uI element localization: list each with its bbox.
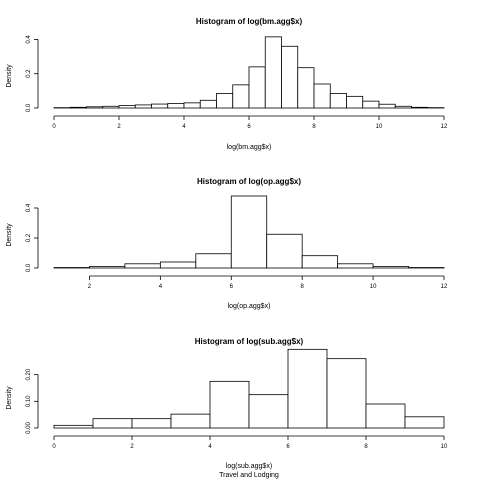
y-tick-label: 0.00 <box>26 422 32 434</box>
x-axis-label: log(bm.agg$x) <box>227 144 272 151</box>
y-tick-label: 0.0 <box>26 103 32 112</box>
histogram-bar <box>248 394 289 429</box>
histogram-bar <box>124 263 161 269</box>
histogram-bar <box>216 93 234 109</box>
histogram-bar <box>183 102 201 109</box>
histogram-bar <box>167 103 185 109</box>
figure-caption: Travel and Lodging <box>219 472 279 479</box>
histogram-bar <box>326 358 367 429</box>
x-tick-label: 10 <box>441 444 448 450</box>
x-tick-label: 4 <box>182 124 186 130</box>
histogram-bar <box>53 424 94 429</box>
x-tick-label: 6 <box>230 284 234 290</box>
histogram-bar <box>102 105 120 109</box>
x-axis: 0 2 4 6 8 10 12 <box>52 115 448 130</box>
histogram-bar <box>209 380 250 429</box>
histogram-bar <box>266 233 303 269</box>
x-tick-label: 12 <box>441 124 448 130</box>
panel-bm: Histogram of log(bm.agg$x) Density log(b… <box>6 17 448 151</box>
histogram-bar <box>362 100 380 109</box>
histogram-bar <box>159 261 197 269</box>
x-tick-label: 2 <box>88 284 92 290</box>
histogram-bar <box>378 103 396 109</box>
histogram-bar <box>134 104 152 109</box>
histogram-bar <box>372 266 409 269</box>
histogram-bar <box>92 418 133 429</box>
y-axis-label: Density <box>6 386 13 410</box>
x-tick-label: 0 <box>52 444 56 450</box>
histogram-bar <box>195 253 232 269</box>
y-tick-label: 0.20 <box>26 368 32 380</box>
x-axis: 0 2 4 6 8 10 <box>52 435 448 450</box>
x-tick-label: 0 <box>52 124 56 130</box>
histogram-bar <box>346 95 364 109</box>
y-tick-label: 0.0 <box>26 263 32 272</box>
histogram-bar <box>281 45 299 109</box>
y-tick-label: 0.4 <box>26 203 32 212</box>
x-axis-label: log(sub.agg$x) <box>226 463 272 470</box>
y-tick-label: 0.2 <box>26 69 32 78</box>
y-tick-label: 0.2 <box>26 233 32 242</box>
histogram-bar <box>365 403 406 429</box>
x-tick-label: 2 <box>130 444 134 450</box>
histogram-bar <box>230 195 268 269</box>
histogram-bar <box>89 266 126 269</box>
x-tick-label: 10 <box>376 124 383 130</box>
histogram-bar <box>86 106 104 109</box>
y-axis: 0.0 0.2 0.4 <box>26 35 39 112</box>
y-axis-label: Density <box>6 64 13 88</box>
histogram-bar <box>131 418 172 429</box>
histogram-bar <box>404 416 445 429</box>
histogram-bar <box>337 263 374 269</box>
x-axis-label: log(op.agg$x) <box>228 303 271 310</box>
x-tick-label: 8 <box>364 444 368 450</box>
x-tick-label: 10 <box>370 284 377 290</box>
x-tick-label: 4 <box>159 284 163 290</box>
histogram-bar <box>329 93 347 109</box>
histogram-bar <box>287 348 328 429</box>
histogram-bars <box>53 36 445 109</box>
x-axis: 2 4 6 8 10 12 <box>88 275 448 290</box>
y-axis: 0.00 0.10 0.20 <box>26 368 39 434</box>
histogram-bar <box>394 105 412 109</box>
histogram-bar <box>199 99 217 109</box>
chart-title: Histogram of log(bm.agg$x) <box>196 17 303 26</box>
histogram-bars <box>53 348 445 429</box>
histogram-bar <box>151 103 169 109</box>
histogram-bar <box>69 106 87 109</box>
y-tick-label: 0.4 <box>26 35 32 44</box>
y-tick-label: 0.10 <box>26 395 32 407</box>
x-tick-label: 12 <box>441 284 448 290</box>
histogram-bar <box>297 67 315 109</box>
y-axis: 0.0 0.2 0.4 <box>26 203 39 272</box>
chart-title: Histogram of log(op.agg$x) <box>197 177 301 186</box>
panel-op: Histogram of log(op.agg$x) Density log(o… <box>6 177 448 310</box>
x-tick-label: 2 <box>117 124 121 130</box>
x-tick-label: 6 <box>247 124 251 130</box>
histogram-bar <box>248 66 266 109</box>
histogram-bar <box>232 84 250 109</box>
histogram-bar <box>264 36 282 109</box>
histogram-bar <box>313 83 331 109</box>
y-axis-label: Density <box>6 223 13 247</box>
histogram-bar <box>301 255 339 269</box>
x-tick-label: 8 <box>312 124 316 130</box>
histogram-bar <box>411 106 429 109</box>
histogram-bar <box>170 413 211 429</box>
histogram-bar <box>118 105 136 109</box>
chart-title: Histogram of log(sub.agg$x) <box>195 337 304 346</box>
x-tick-label: 6 <box>286 444 290 450</box>
histogram-bars <box>53 195 445 269</box>
x-tick-label: 4 <box>208 444 212 450</box>
panel-sub: Histogram of log(sub.agg$x) Density log(… <box>6 337 448 470</box>
x-tick-label: 8 <box>301 284 305 290</box>
